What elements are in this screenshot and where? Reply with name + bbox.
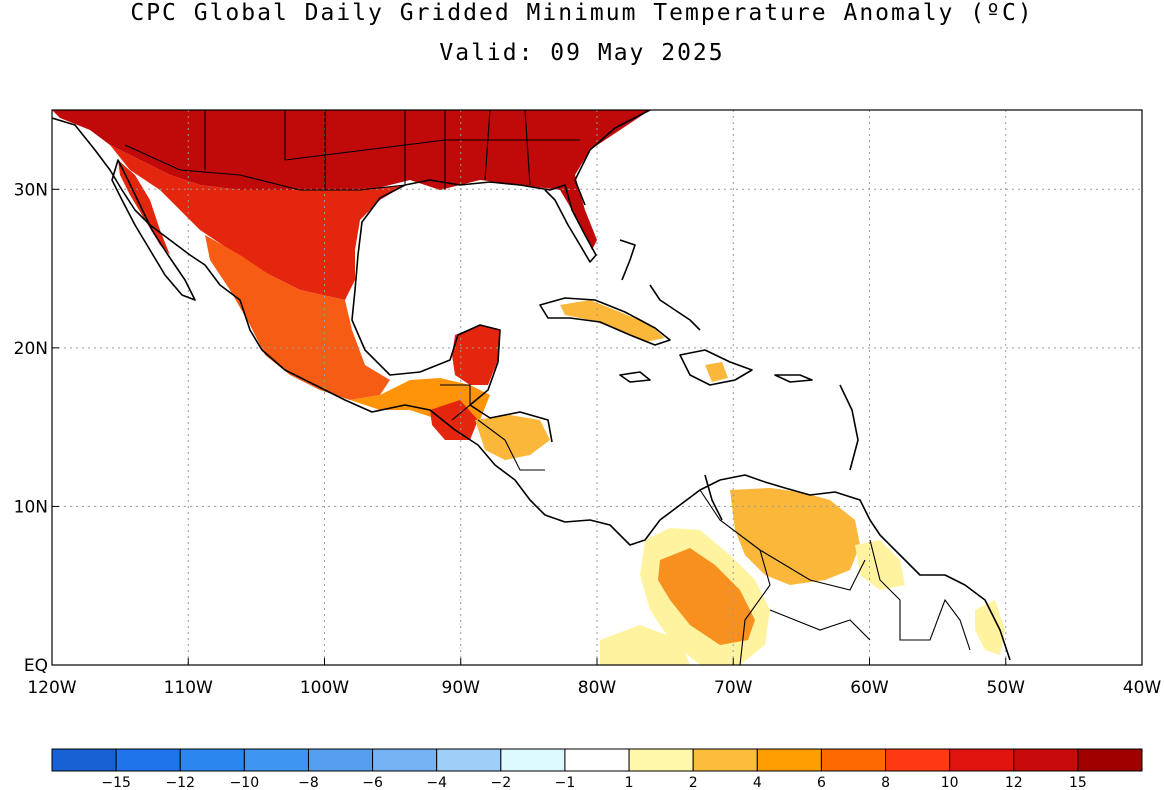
lat-tick-label: 10N xyxy=(14,497,48,517)
colorbar-swatch xyxy=(1013,748,1079,772)
colorbar-label: −8 xyxy=(298,775,319,790)
colorbar-label: 12 xyxy=(1005,775,1023,790)
lon-tick-label: 50W xyxy=(987,678,1026,698)
colorbar-swatch xyxy=(372,748,438,772)
colorbar-swatch xyxy=(51,748,117,772)
colorbar-swatch xyxy=(949,748,1015,772)
lat-tick-label: EQ xyxy=(24,656,48,676)
anomaly-south-colombia xyxy=(600,625,690,665)
lon-tick-label: 100W xyxy=(300,678,349,698)
colorbar-swatch xyxy=(1077,748,1143,772)
colorbar-label: −4 xyxy=(426,775,447,790)
lon-tick-label: 40W xyxy=(1123,678,1162,698)
colorbar-swatch xyxy=(307,748,374,772)
colorbar-swatch xyxy=(692,748,758,772)
colorbar-label: 10 xyxy=(941,775,959,790)
lon-tick-label: 110W xyxy=(164,678,213,698)
lon-tick-label: 60W xyxy=(850,678,889,698)
anomaly-guatemala xyxy=(430,400,478,440)
lat-tick-label: 30N xyxy=(14,180,48,200)
colorbar-label: 1 xyxy=(625,775,634,790)
lat-tick-label: 20N xyxy=(14,339,48,359)
political-borders xyxy=(124,110,971,665)
anomaly-baja-california xyxy=(118,160,170,255)
colorbar-label: −6 xyxy=(362,775,383,790)
colorbar-label: 15 xyxy=(1069,775,1087,790)
latitude-axis: EQ 10N 20N 30N xyxy=(14,180,59,676)
anomaly-cuba xyxy=(560,300,665,342)
anomaly-yucatan xyxy=(452,325,500,385)
anomaly-fields xyxy=(52,110,1005,665)
colorbar-swatch xyxy=(628,748,694,772)
gridlines xyxy=(52,110,1142,665)
coastlines xyxy=(52,110,1011,661)
anomaly-northern-mexico xyxy=(110,145,405,300)
colorbar-swatch xyxy=(436,748,502,772)
colorbar-swatch xyxy=(820,748,887,772)
map-subtitle: Valid: 09 May 2025 xyxy=(439,40,725,66)
colorbar: −15 −12 −10 −8 −6 −4 −2 −1 1 2 4 6 8 10 12 15 xyxy=(51,748,1143,790)
anomaly-hispaniola xyxy=(705,362,728,382)
anomaly-central-mexico xyxy=(205,235,390,400)
colorbar-swatch xyxy=(243,748,309,772)
lon-tick-label: 90W xyxy=(442,678,481,698)
colorbar-swatch xyxy=(179,748,245,772)
longitude-axis: 120W 110W 100W 90W 80W 70W 60W 50W 40W xyxy=(27,658,1161,698)
colorbar-label: −2 xyxy=(491,775,512,790)
map-title: CPC Global Daily Gridded Minimum Tempera… xyxy=(130,0,1034,26)
colorbar-label: 4 xyxy=(753,775,762,790)
colorbar-swatch xyxy=(756,748,822,772)
anomaly-guyana xyxy=(855,540,905,590)
anomaly-honduras xyxy=(475,415,550,460)
colorbar-label: −15 xyxy=(101,775,131,790)
colorbar-swatch xyxy=(115,748,181,772)
anomaly-southern-united-states xyxy=(52,110,650,250)
colorbar-label: −1 xyxy=(555,775,576,790)
colorbar-label: −12 xyxy=(165,775,195,790)
colorbar-label: 2 xyxy=(689,775,698,790)
anomaly-suriname xyxy=(975,600,1005,655)
colorbar-label: 6 xyxy=(817,775,826,790)
lon-tick-label: 70W xyxy=(714,678,753,698)
colorbar-swatch xyxy=(885,748,951,772)
colorbar-label: 8 xyxy=(881,775,890,790)
lon-tick-label: 80W xyxy=(578,678,617,698)
colorbar-swatch xyxy=(500,748,566,772)
anomaly-colombia xyxy=(658,548,755,645)
colorbar-swatch xyxy=(564,748,630,772)
lon-tick-label: 120W xyxy=(27,678,76,698)
colorbar-label: −10 xyxy=(230,775,260,790)
